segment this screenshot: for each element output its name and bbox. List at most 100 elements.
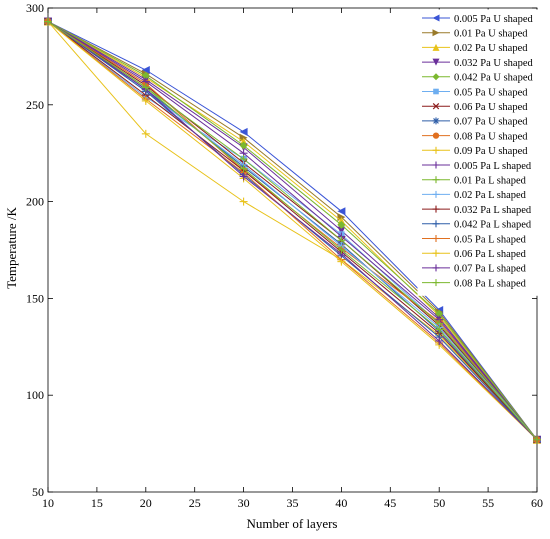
legend-marker	[432, 102, 440, 110]
legend-marker	[432, 161, 440, 169]
data-point	[533, 435, 541, 444]
legend-label: 0.05 Pa L shaped	[454, 234, 527, 245]
legend-marker	[432, 176, 440, 184]
legend-item: 0.06 Pa L shaped	[422, 249, 527, 260]
legend: 0.005 Pa U shaped 0.01 Pa U shaped 0.02 Pa…	[417, 9, 549, 296]
legend-label: 0.07 Pa L shaped	[454, 264, 527, 275]
data-point	[337, 257, 346, 266]
legend-marker	[432, 264, 440, 272]
series-line	[47, 21, 538, 441]
x-tick-label: 35	[287, 496, 299, 510]
data-point	[141, 71, 150, 80]
legend-label: 0.06 Pa U shaped	[454, 102, 528, 113]
y-tick-label: 250	[26, 98, 44, 112]
legend-marker	[432, 117, 440, 125]
x-tick-label: 10	[42, 496, 54, 510]
legend-box	[417, 9, 549, 296]
x-tick-label: 15	[91, 496, 103, 510]
legend-item: 0.07 Pa U shaped	[422, 117, 528, 128]
legend-label: 0.02 Pa U shaped	[454, 43, 528, 54]
y-axis-ticks: 50 100 150 200 250 300	[26, 1, 537, 499]
legend-label: 0.09 Pa U shaped	[454, 146, 528, 157]
series-line	[47, 21, 538, 441]
legend-marker	[432, 58, 440, 66]
series-line	[47, 21, 538, 441]
legend-item: 0.01 Pa U shaped	[422, 29, 528, 40]
data-point	[337, 226, 346, 235]
series-line	[47, 21, 538, 441]
series-layer	[44, 17, 541, 444]
series-19	[44, 17, 541, 444]
data-point	[239, 197, 248, 206]
series-line	[47, 21, 538, 441]
x-tick-label: 55	[482, 496, 494, 510]
x-tick-label: 50	[433, 496, 445, 510]
legend-marker	[432, 29, 440, 37]
series-line	[47, 21, 538, 441]
series-line	[47, 21, 538, 441]
legend-marker	[432, 132, 440, 139]
x-tick-label: 25	[189, 496, 201, 510]
legend-item: 0.01 Pa L shaped	[422, 176, 527, 187]
legend-label: 0.07 Pa U shaped	[454, 117, 528, 128]
legend-item: 0.09 Pa U shaped	[422, 146, 528, 157]
legend-item: 0.07 Pa L shaped	[422, 264, 527, 275]
x-tick-label: 45	[384, 496, 396, 510]
data-point	[239, 172, 248, 181]
series-line	[47, 21, 538, 441]
x-tick-label: 60	[531, 496, 543, 510]
y-tick-label: 50	[32, 485, 44, 499]
series-line	[47, 21, 538, 441]
data-point	[141, 83, 150, 92]
data-point	[435, 325, 444, 334]
x-tick-label: 40	[335, 496, 347, 510]
legend-item: 0.02 Pa L shaped	[422, 190, 527, 201]
y-tick-label: 300	[26, 1, 44, 15]
legend-label: 0.02 Pa L shaped	[454, 190, 527, 201]
legend-item: 0.05 Pa U shaped	[422, 87, 528, 98]
legend-label: 0.005 Pa U shaped	[454, 14, 533, 25]
legend-marker	[432, 220, 440, 228]
legend-label: 0.005 Pa L shaped	[454, 161, 532, 172]
legend-label: 0.032 Pa L shaped	[454, 205, 532, 216]
legend-item: 0.032 Pa U shaped	[422, 58, 533, 69]
x-tick-label: 30	[238, 496, 250, 510]
legend-marker	[432, 249, 440, 257]
legend-label: 0.01 Pa U shaped	[454, 29, 528, 40]
legend-label: 0.01 Pa L shaped	[454, 176, 527, 187]
legend-item: 0.05 Pa L shaped	[422, 234, 527, 245]
y-tick-label: 200	[26, 195, 44, 209]
series-line	[47, 21, 538, 441]
data-point	[141, 65, 150, 74]
y-axis-label: Temperature /K	[4, 207, 19, 289]
legend-item: 0.08 Pa U shaped	[422, 131, 528, 142]
series-line	[47, 21, 538, 441]
data-point	[44, 17, 52, 26]
data-point	[239, 164, 248, 173]
legend-label: 0.08 Pa U shaped	[454, 131, 528, 142]
legend-label: 0.06 Pa L shaped	[454, 249, 527, 260]
legend-label: 0.042 Pa U shaped	[454, 73, 533, 84]
legend-marker	[432, 73, 440, 81]
y-tick-label: 100	[26, 388, 44, 402]
legend-marker	[432, 190, 440, 198]
legend-item: 0.06 Pa U shaped	[422, 102, 528, 113]
legend-item: 0.005 Pa U shaped	[422, 14, 533, 25]
legend-label: 0.032 Pa U shaped	[454, 58, 533, 69]
data-point	[337, 246, 346, 254]
data-point	[337, 207, 346, 216]
legend-item: 0.042 Pa U shaped	[422, 73, 533, 84]
legend-item: 0.032 Pa L shaped	[422, 205, 532, 216]
series-line	[47, 21, 538, 441]
data-point	[337, 220, 346, 229]
legend-marker	[432, 235, 440, 242]
data-point	[141, 96, 150, 105]
legend-label: 0.042 Pa L shaped	[454, 220, 532, 231]
legend-marker	[432, 43, 440, 51]
data-point	[435, 336, 444, 345]
legend-marker	[432, 279, 440, 287]
y-tick-label: 150	[26, 291, 44, 305]
legend-marker	[432, 205, 440, 213]
